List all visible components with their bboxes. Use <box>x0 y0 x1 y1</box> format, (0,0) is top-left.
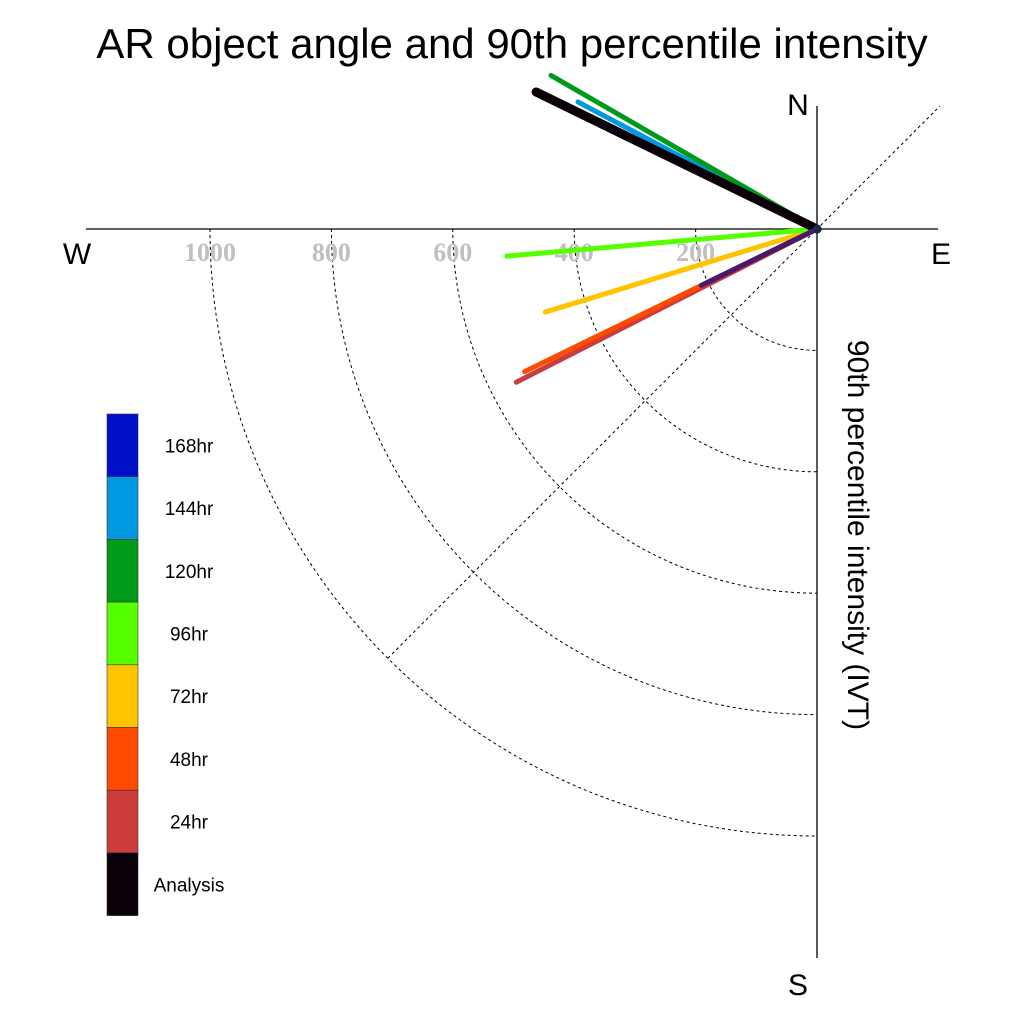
legend-label-120hr: 120hr <box>165 562 214 583</box>
grid-arc-1000 <box>209 228 818 837</box>
legend-swatch-72hr <box>106 664 139 728</box>
south-label: S <box>788 969 808 1002</box>
legend-swatch-120hr <box>106 539 139 603</box>
radial-axis-label: 90th percentile intensity (IVT) <box>841 340 874 730</box>
legend-swatch-48hr <box>106 727 139 791</box>
vector-72hr <box>542 226 820 315</box>
legend-label-48hr: 48hr <box>170 750 209 771</box>
west-label: W <box>63 238 92 271</box>
grid-arc-400 <box>573 228 818 473</box>
legend-label-144hr: 144hr <box>165 499 214 520</box>
legend-swatch-24hr <box>106 789 139 854</box>
north-label: N <box>787 89 809 122</box>
tick-label-800: 800 <box>312 238 351 267</box>
grid-arc-200 <box>695 228 818 351</box>
tick-label-600: 600 <box>433 238 472 267</box>
legend-swatch-144hr <box>106 476 139 540</box>
forecast-vectors <box>504 72 822 385</box>
legend-swatch-96hr <box>106 601 139 666</box>
grid-arc-600 <box>452 228 818 594</box>
radial-tick-labels: 2004006008001000 <box>184 238 715 267</box>
legend-label-96hr: 96hr <box>170 624 209 645</box>
chart-title: AR object angle and 90th percentile inte… <box>96 20 927 67</box>
polar-grid <box>209 105 941 837</box>
legend-label-168hr: 168hr <box>165 436 214 457</box>
legend: 168hr 144hr 120hr 96hr 72hr 48hr 24hr Analysis <box>106 413 225 916</box>
vector-origin <box>813 225 821 233</box>
legend-swatch-analysis <box>106 852 139 916</box>
grid-diagonal <box>387 105 941 659</box>
vector-analysis <box>531 87 822 234</box>
vector-96hr <box>504 226 820 259</box>
tick-label-1000: 1000 <box>184 238 236 267</box>
vector-overlay <box>698 226 820 288</box>
legend-swatch-168hr <box>106 413 139 478</box>
legend-label-72hr: 72hr <box>170 687 209 708</box>
legend-label-24hr: 24hr <box>170 813 209 834</box>
legend-label-analysis: Analysis <box>154 875 225 896</box>
east-label: E <box>931 238 951 271</box>
grid-arc-800 <box>330 228 818 716</box>
